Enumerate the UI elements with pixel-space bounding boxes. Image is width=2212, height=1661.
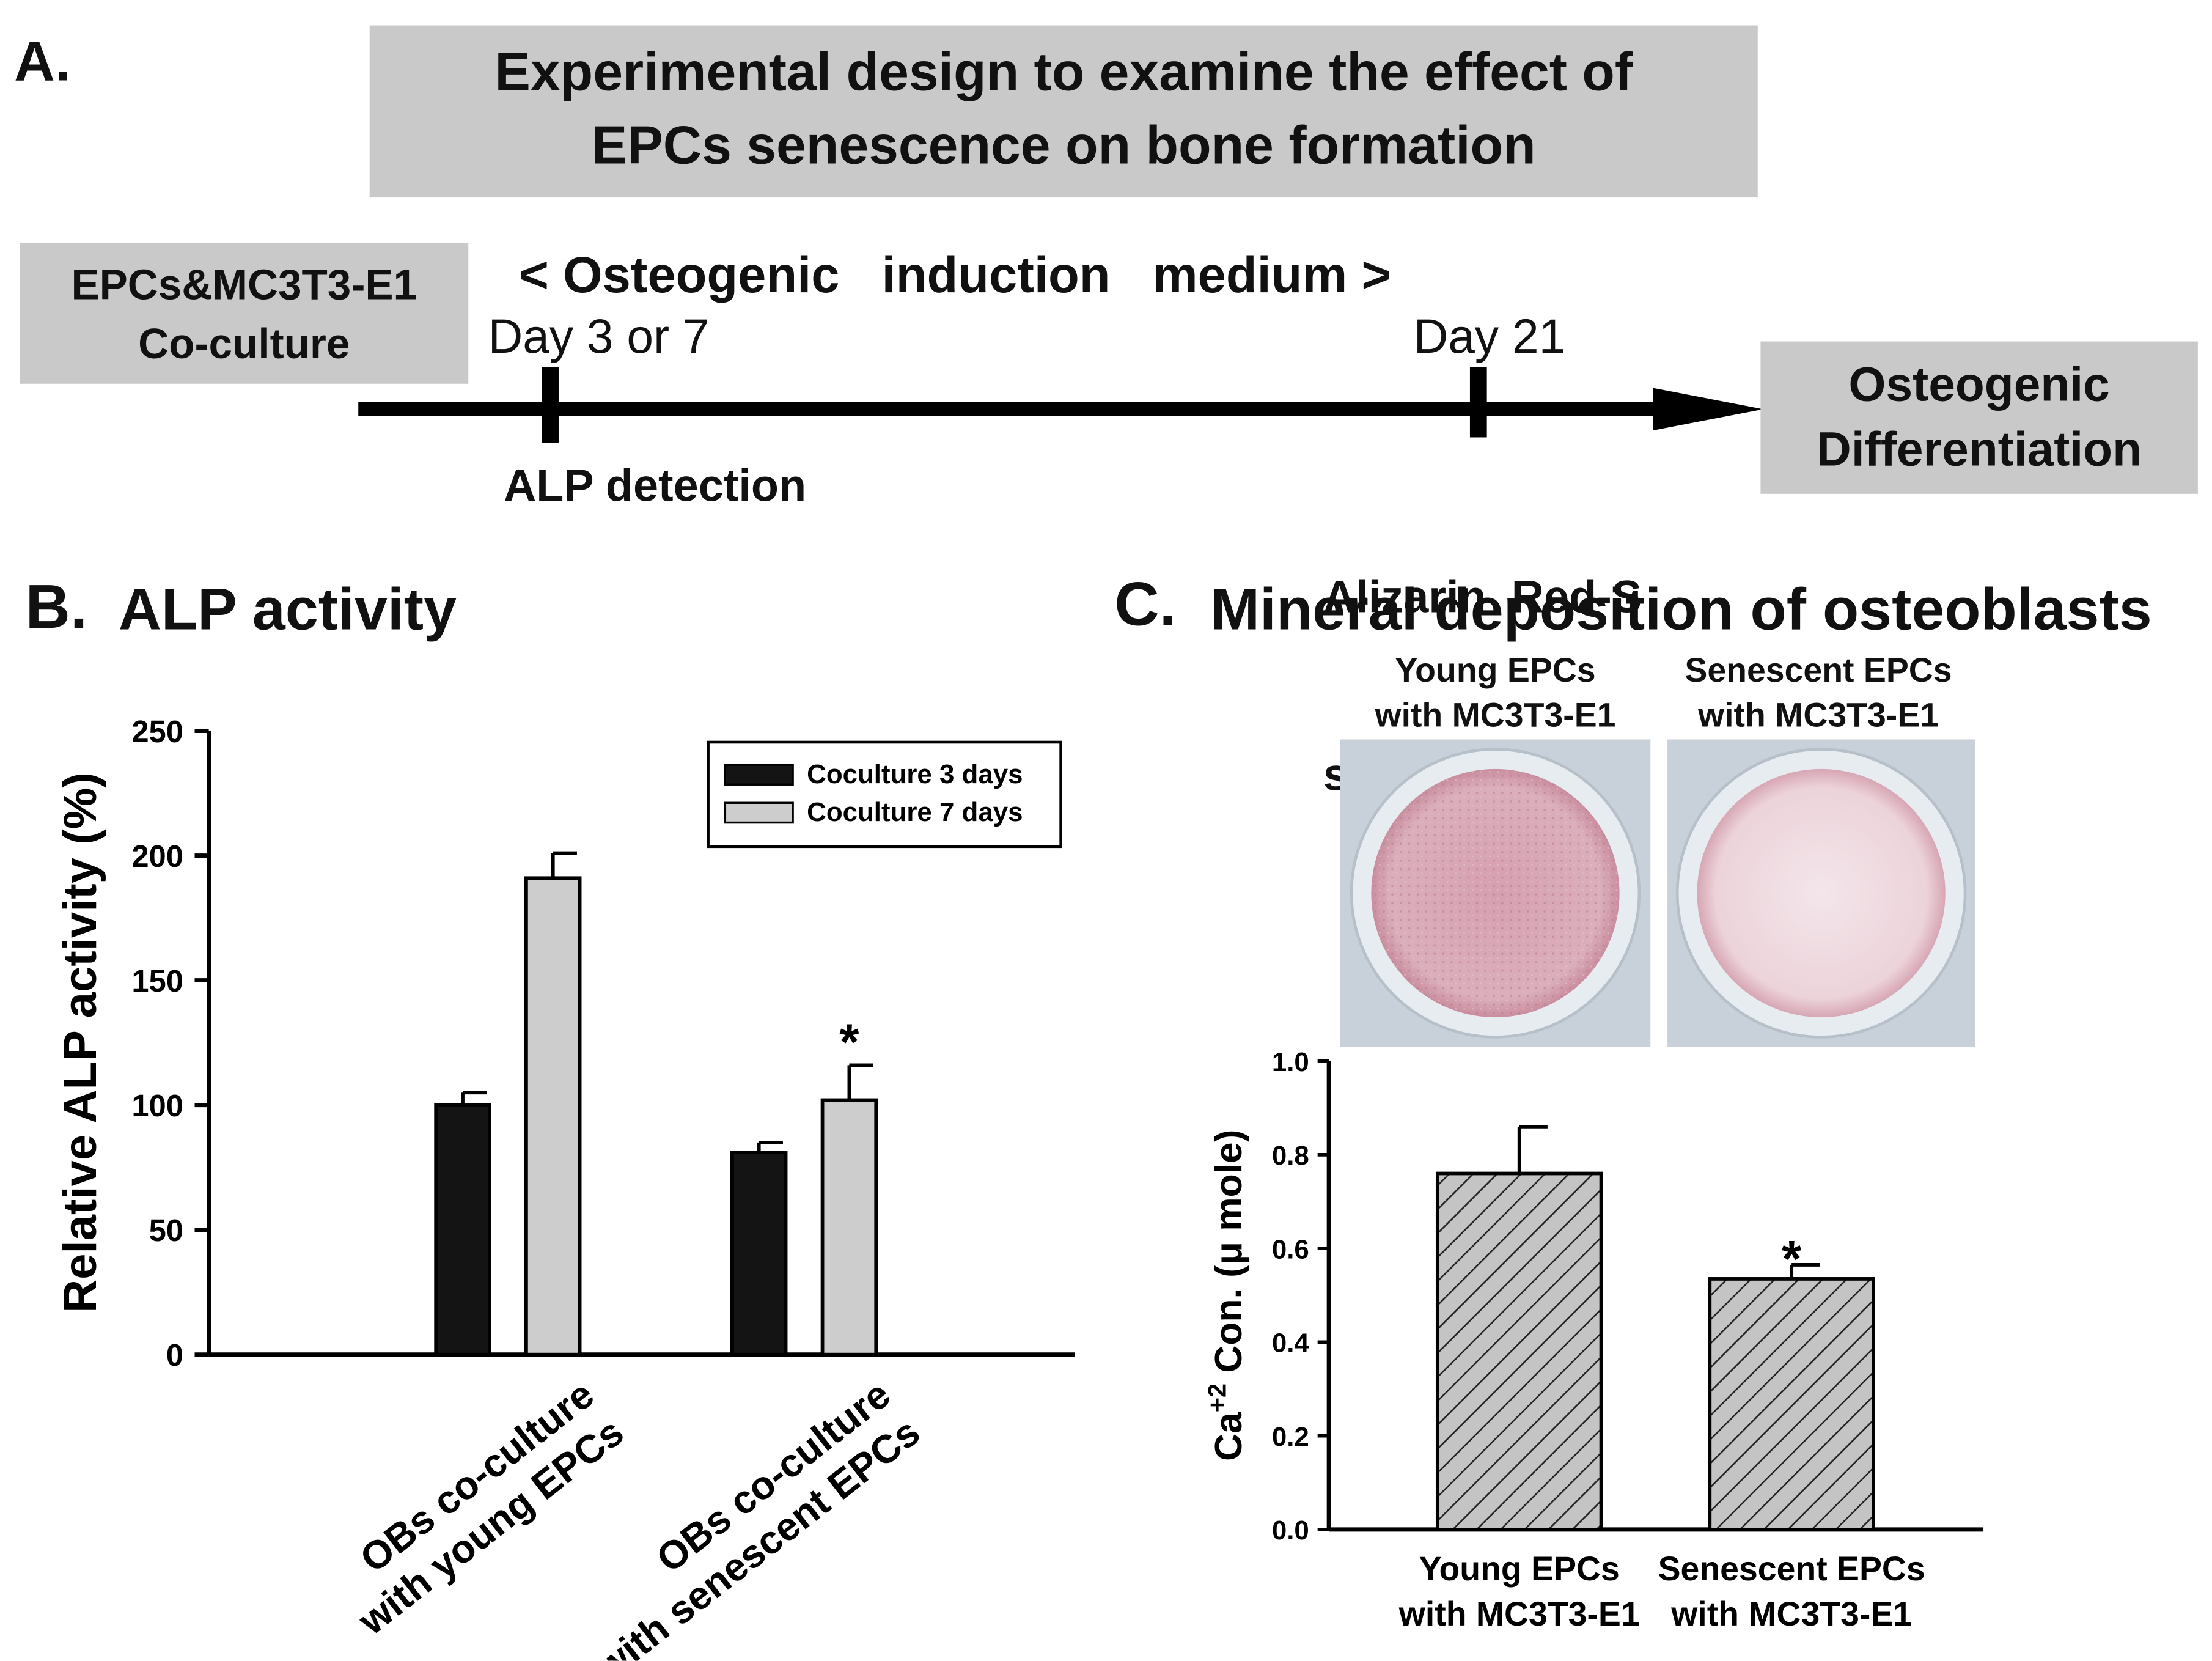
- well-stain-texture: [1371, 768, 1620, 1018]
- well-photo-young: [1340, 739, 1651, 1047]
- x-category-label: with MC3T3-E1: [1670, 1595, 1912, 1633]
- coculture-line1: EPCs&MC3T3-E1: [71, 262, 417, 309]
- panel-a-letter: A.: [14, 31, 71, 94]
- y-axis-label-part: +2: [1203, 1383, 1232, 1412]
- bar: [1435, 1171, 1603, 1531]
- y-axis-label: Ca+2 Con. (μ mole): [1203, 1130, 1250, 1461]
- y-tick-label: 50: [149, 1213, 183, 1248]
- outcome-line1: Osteogenic: [1848, 358, 2110, 412]
- y-tick-label: 0.0: [1272, 1516, 1309, 1545]
- y-tick-label: 0: [166, 1338, 183, 1372]
- bar: [524, 876, 582, 1357]
- y-axis-label-part: Ca: [1208, 1412, 1250, 1461]
- well-stain: [1697, 768, 1946, 1018]
- outcome-box: Osteogenic Differentiation: [1760, 341, 2198, 494]
- alp-activity-chart: 0 50 100 150 200 250 Relative ALP activity (%)…: [54, 714, 1075, 1661]
- day2-label: Day 21: [1413, 310, 1566, 364]
- y-tick-label: 1.0: [1272, 1047, 1309, 1077]
- well1-caption-line2: with MC3T3-E1: [1375, 697, 1616, 735]
- bar: [1708, 1277, 1875, 1531]
- panel-a-title-line1: Experimental design to examine the effec…: [494, 43, 1633, 103]
- outcome-line2: Differentiation: [1817, 423, 2142, 477]
- panel-a-title-line2: EPCs senescence on bone formation: [591, 117, 1536, 177]
- well1-caption-line1: Young EPCs: [1395, 652, 1596, 690]
- y-axis-label-part: Con. (μ mole): [1208, 1130, 1250, 1383]
- timeline-tick-day2: [1469, 367, 1487, 438]
- legend-label: Coculture 7 days: [807, 797, 1023, 827]
- significance-star: *: [1782, 1230, 1802, 1287]
- timeline-arrowhead: [1653, 388, 1763, 430]
- significance-star: *: [839, 1014, 859, 1070]
- x-category-label: with MC3T3-E1: [1398, 1595, 1640, 1633]
- legend-label: Coculture 3 days: [807, 759, 1023, 789]
- panel-a-title-box: Experimental design to examine the effec…: [369, 25, 1758, 198]
- y-tick-label: 0.4: [1272, 1328, 1310, 1358]
- x-category-label: OBs co-culturewith young EPCs: [320, 1372, 631, 1643]
- bar: [434, 1103, 491, 1357]
- coculture-line2: Co-culture: [138, 322, 350, 369]
- medium-label: < Osteogenic induction medium >: [519, 245, 1391, 304]
- legend-box: [707, 740, 1062, 849]
- x-category-label: OBs co-culturewith senescent EPCs: [558, 1372, 928, 1660]
- well2-caption: Senescent EPCs with MC3T3-E1: [1659, 649, 1978, 740]
- panel-b-letter: B.: [25, 573, 88, 643]
- y-tick-label: 0.8: [1272, 1141, 1309, 1171]
- calcium-chart: 0.0 0.2 0.4 0.6 0.8 1.0 Ca+2 Con. (μ mole) * You…: [1203, 1047, 1984, 1633]
- coculture-box: EPCs&MC3T3-E1 Co-culture: [20, 242, 469, 384]
- y-tick-label: 200: [131, 839, 183, 874]
- legend-swatch: [724, 764, 794, 786]
- panel-c-letter: C.: [1114, 570, 1177, 639]
- panel-b-title: ALP activity: [118, 575, 457, 643]
- x-category-label: Young EPCs: [1419, 1550, 1620, 1588]
- y-tick-label: 0.2: [1272, 1422, 1309, 1452]
- day1-label: Day 3 or 7: [488, 310, 710, 364]
- alp-detection-label: ALP detection: [503, 460, 807, 511]
- timeline-tick-day1: [542, 367, 559, 443]
- well-photo-senescent: [1667, 739, 1975, 1047]
- bar: [730, 1151, 788, 1357]
- legend-swatch: [724, 801, 794, 824]
- y-tick-label: 0.6: [1272, 1234, 1309, 1264]
- x-category-label: Senescent EPCs: [1658, 1550, 1925, 1588]
- x-category-label-line: with senescent EPCs: [587, 1410, 928, 1660]
- y-tick-label: 100: [131, 1088, 183, 1123]
- y-tick-label: 250: [131, 714, 183, 749]
- well2-caption-line1: Senescent EPCs: [1685, 652, 1952, 690]
- panel-c-title: Mineral deposition of osteoblasts: [1210, 575, 2152, 643]
- y-tick-label: 150: [131, 963, 183, 998]
- well2-caption-line2: with MC3T3-E1: [1698, 697, 1939, 735]
- bar: [820, 1098, 878, 1357]
- alizarin-line1: Alizarin Red-S: [1323, 571, 1642, 622]
- well1-caption: Young EPCs with MC3T3-E1: [1340, 649, 1651, 740]
- timeline-arrow: [358, 367, 1763, 443]
- y-axis-label: Relative ALP activity (%): [54, 772, 106, 1313]
